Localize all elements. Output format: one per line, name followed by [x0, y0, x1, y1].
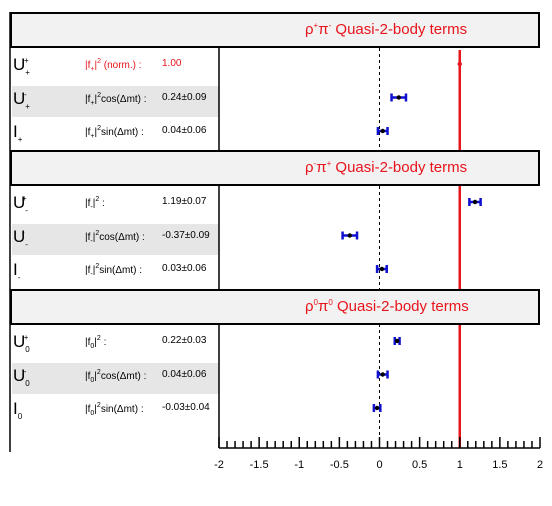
row-value: 0.04±0.06	[162, 368, 207, 380]
row-label: |f+|2sin(Δmt) :	[85, 125, 144, 140]
row-value: 1.00	[162, 58, 182, 69]
row-symbol: U+-	[13, 88, 30, 111]
row-label: |f-|2 :	[85, 196, 105, 211]
data-point	[396, 95, 401, 100]
row-symbol: I-	[13, 260, 21, 282]
x-tick-label: 0.5	[412, 459, 427, 471]
row-symbol: I+	[13, 122, 23, 144]
x-tick-label: 1.5	[492, 459, 507, 471]
section-title: ρ-π+ Quasi-2-body terms	[305, 159, 468, 176]
row-symbol: I0	[13, 399, 23, 421]
row-label: |f-|2cos(Δmt) :	[85, 229, 145, 245]
row-symbol: U--	[13, 226, 28, 249]
data-point	[472, 199, 478, 205]
data-point	[457, 61, 462, 67]
row-label: |f0|2cos(Δmt) :	[85, 368, 147, 384]
section-title: ρ+π- Quasi-2-body terms	[305, 21, 468, 38]
section-header	[10, 150, 540, 186]
data-point	[374, 405, 380, 411]
x-tick-label: 2	[537, 459, 543, 471]
row-symbol: U0-	[13, 365, 30, 388]
row-symbol: U++	[13, 55, 30, 77]
x-tick-label: 1	[457, 459, 463, 471]
row-label: |f+|2 (norm.) :	[85, 58, 142, 73]
row-shade	[12, 362, 219, 394]
x-tick-label: 0	[376, 459, 382, 471]
data-point	[380, 128, 385, 134]
data-point	[379, 266, 385, 272]
x-tick-label: -0.5	[330, 459, 349, 471]
row-value: -0.37±0.09	[162, 229, 210, 241]
row-symbol: U-+	[13, 193, 28, 215]
section-title: ρ0π0 Quasi-2-body terms	[305, 298, 469, 315]
row-value: 1.19±0.07	[162, 196, 207, 207]
x-tick-label: -1.5	[250, 459, 269, 471]
row-value: -0.03±0.04	[162, 402, 210, 413]
row-label: |f0|2 :	[85, 335, 107, 350]
x-tick-label: -2	[214, 459, 224, 471]
row-value: 0.22±0.03	[162, 335, 207, 346]
row-symbol: U0+	[13, 332, 30, 354]
section-header	[10, 289, 540, 325]
x-tick-label: -1	[294, 459, 304, 471]
row-label: |f-|2sin(Δmt) :	[85, 263, 143, 278]
row-value: 0.04±0.06	[162, 125, 207, 136]
data-point	[394, 338, 400, 344]
data-point	[380, 372, 385, 377]
row-label: |f+|2cos(Δmt) :	[85, 91, 147, 107]
row-value: 0.03±0.06	[162, 263, 207, 274]
row-shade	[12, 85, 219, 117]
row-shade	[12, 223, 219, 255]
section-header	[10, 12, 540, 48]
data-point	[347, 233, 353, 238]
row-value: 0.24±0.09	[162, 91, 207, 103]
row-label: |f0|2sin(Δmt) :	[85, 402, 144, 417]
